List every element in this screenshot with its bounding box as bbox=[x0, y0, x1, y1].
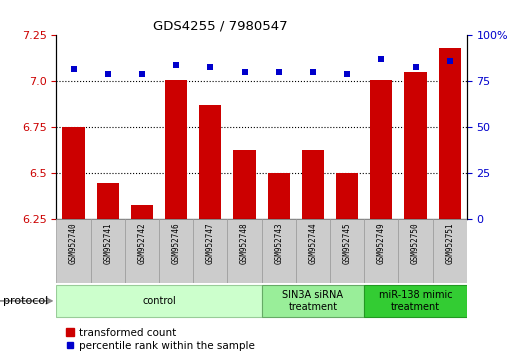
Point bbox=[241, 69, 249, 75]
Point bbox=[446, 58, 454, 64]
FancyBboxPatch shape bbox=[296, 219, 330, 283]
Point bbox=[343, 71, 351, 77]
Text: GSM952746: GSM952746 bbox=[172, 223, 181, 264]
Bar bbox=[439, 48, 461, 219]
Text: GSM952749: GSM952749 bbox=[377, 223, 386, 264]
FancyBboxPatch shape bbox=[125, 219, 159, 283]
FancyBboxPatch shape bbox=[364, 219, 399, 283]
Point bbox=[69, 66, 77, 72]
Text: GSM952747: GSM952747 bbox=[206, 223, 215, 264]
Bar bbox=[233, 149, 255, 219]
Text: GSM952743: GSM952743 bbox=[274, 223, 283, 264]
Point bbox=[138, 71, 146, 77]
Text: GSM952745: GSM952745 bbox=[343, 223, 351, 264]
Bar bbox=[302, 149, 324, 219]
FancyBboxPatch shape bbox=[364, 285, 467, 317]
FancyBboxPatch shape bbox=[262, 219, 296, 283]
FancyBboxPatch shape bbox=[432, 219, 467, 283]
Bar bbox=[199, 105, 222, 219]
Text: GSM952748: GSM952748 bbox=[240, 223, 249, 264]
Text: GSM952740: GSM952740 bbox=[69, 223, 78, 264]
Text: miR-138 mimic
treatment: miR-138 mimic treatment bbox=[379, 290, 452, 312]
Legend: transformed count, percentile rank within the sample: transformed count, percentile rank withi… bbox=[62, 324, 260, 354]
Text: GSM952742: GSM952742 bbox=[137, 223, 146, 264]
Point bbox=[274, 69, 283, 75]
Text: control: control bbox=[142, 296, 176, 306]
Bar bbox=[165, 80, 187, 219]
Text: GSM952751: GSM952751 bbox=[445, 223, 454, 264]
Bar bbox=[404, 72, 427, 219]
Title: GDS4255 / 7980547: GDS4255 / 7980547 bbox=[153, 20, 288, 33]
Text: SIN3A siRNA
treatment: SIN3A siRNA treatment bbox=[283, 290, 343, 312]
FancyBboxPatch shape bbox=[262, 285, 364, 317]
Point bbox=[104, 71, 112, 77]
Point bbox=[309, 69, 317, 75]
Point bbox=[411, 64, 420, 69]
FancyBboxPatch shape bbox=[330, 219, 364, 283]
Text: GSM952750: GSM952750 bbox=[411, 223, 420, 264]
Point bbox=[377, 57, 385, 62]
FancyBboxPatch shape bbox=[399, 219, 432, 283]
FancyBboxPatch shape bbox=[56, 285, 262, 317]
Bar bbox=[336, 173, 358, 219]
Bar bbox=[63, 127, 85, 219]
Point bbox=[206, 64, 214, 69]
Text: protocol: protocol bbox=[3, 296, 48, 306]
Point bbox=[172, 62, 180, 68]
Text: GSM952744: GSM952744 bbox=[308, 223, 318, 264]
Bar bbox=[370, 80, 392, 219]
Bar bbox=[268, 173, 290, 219]
FancyBboxPatch shape bbox=[193, 219, 227, 283]
Text: GSM952741: GSM952741 bbox=[103, 223, 112, 264]
FancyBboxPatch shape bbox=[227, 219, 262, 283]
FancyBboxPatch shape bbox=[159, 219, 193, 283]
Bar bbox=[96, 183, 119, 219]
FancyBboxPatch shape bbox=[91, 219, 125, 283]
FancyBboxPatch shape bbox=[56, 219, 91, 283]
Bar bbox=[131, 205, 153, 219]
